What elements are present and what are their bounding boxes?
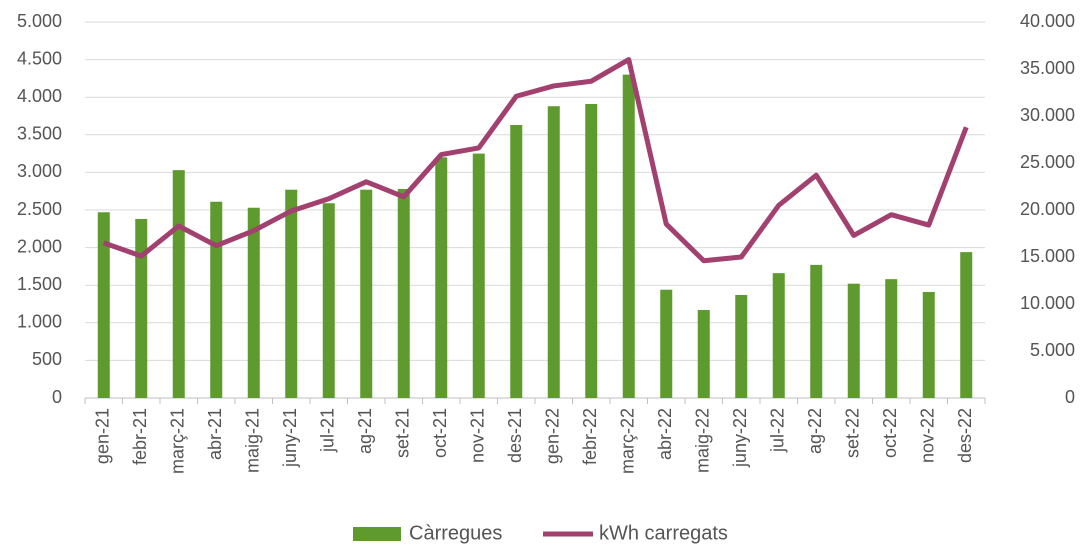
y-tick-label: 5.000 <box>17 11 62 31</box>
x-tick-label: jul-21 <box>318 408 338 453</box>
y2-tick-label: 25.000 <box>1020 152 1075 172</box>
x-tick-label: des-21 <box>505 408 525 463</box>
bar <box>697 310 710 398</box>
y-tick-label: 500 <box>32 349 62 369</box>
bar <box>322 203 335 398</box>
x-tick-label: ag-21 <box>355 408 375 454</box>
x-tick-label: març-21 <box>168 408 188 474</box>
y2-tick-label: 15.000 <box>1020 246 1075 266</box>
x-tick-label: set-22 <box>843 408 863 458</box>
y-tick-label: 3.000 <box>17 161 62 181</box>
x-tick-label: gen-22 <box>543 408 563 464</box>
x-tick-label: oct-21 <box>430 408 450 458</box>
bar <box>360 189 373 398</box>
y-tick-label: 1.500 <box>17 274 62 294</box>
legend-label: Càrregues <box>409 522 502 544</box>
y-tick-label: 0 <box>52 387 62 407</box>
y2-tick-label: 20.000 <box>1020 199 1075 219</box>
legend-label: kWh carregats <box>599 522 728 544</box>
bar <box>472 153 485 398</box>
bar <box>585 103 598 398</box>
y-tick-label: 2.000 <box>17 236 62 256</box>
x-tick-label: juny-21 <box>280 408 300 468</box>
x-tick-label: oct-22 <box>880 408 900 458</box>
bar <box>435 157 448 398</box>
bar <box>735 294 748 398</box>
x-tick-label: maig-21 <box>243 408 263 473</box>
y-tick-label: 1.000 <box>17 312 62 332</box>
x-tick-label: jul-22 <box>768 408 788 453</box>
x-tick-label: nov-22 <box>918 408 938 463</box>
y2-tick-label: 30.000 <box>1020 105 1075 125</box>
bar <box>210 201 223 398</box>
y-tick-label: 4.000 <box>17 86 62 106</box>
bar <box>172 170 185 398</box>
bar <box>772 273 785 398</box>
x-tick-label: set-21 <box>393 408 413 458</box>
x-tick-label: abr-22 <box>655 408 675 460</box>
y-tick-label: 2.500 <box>17 199 62 219</box>
bar <box>660 289 673 398</box>
x-tick-label: juny-22 <box>730 408 750 468</box>
bar <box>810 264 823 398</box>
y2-tick-label: 10.000 <box>1020 293 1075 313</box>
x-tick-label: març-22 <box>618 408 638 474</box>
x-tick-label: des-22 <box>955 408 975 463</box>
y-tick-label: 4.500 <box>17 48 62 68</box>
x-tick-label: febr-22 <box>580 408 600 465</box>
y2-tick-label: 35.000 <box>1020 58 1075 78</box>
bar <box>285 189 298 398</box>
y2-tick-label: 40.000 <box>1020 11 1075 31</box>
line <box>102 57 969 264</box>
y2-tick-label: 5.000 <box>1030 340 1075 360</box>
y2-tick-label: 0 <box>1065 387 1075 407</box>
legend-swatch <box>353 527 401 541</box>
bar <box>547 106 560 398</box>
bar <box>397 188 410 398</box>
x-tick-label: febr-21 <box>130 408 150 465</box>
bar <box>885 279 898 398</box>
x-tick-label: maig-22 <box>693 408 713 473</box>
x-tick-label: ag-22 <box>805 408 825 454</box>
bar <box>922 291 935 398</box>
bar <box>247 207 260 398</box>
bar <box>622 74 635 398</box>
bar <box>847 283 860 398</box>
bar <box>510 125 523 399</box>
bar <box>97 212 110 398</box>
y-tick-label: 3.500 <box>17 124 62 144</box>
x-tick-label: abr-21 <box>205 408 225 460</box>
bar <box>960 252 973 398</box>
x-tick-label: gen-21 <box>93 408 113 464</box>
x-tick-label: nov-21 <box>468 408 488 463</box>
bar <box>135 219 148 398</box>
